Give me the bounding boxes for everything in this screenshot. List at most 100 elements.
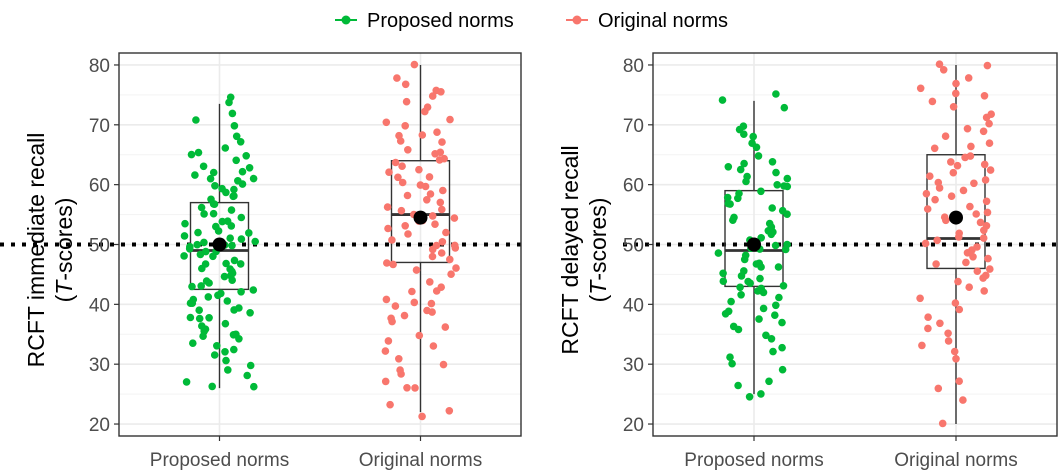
data-point bbox=[199, 162, 208, 171]
legend: Proposed norms Original norms bbox=[335, 10, 728, 32]
data-point bbox=[967, 142, 975, 151]
data-point bbox=[199, 332, 207, 341]
data-point bbox=[450, 214, 459, 222]
data-point bbox=[439, 360, 448, 369]
legend-key-point-original bbox=[572, 15, 582, 25]
data-point bbox=[924, 324, 932, 333]
data-point bbox=[386, 400, 394, 409]
data-point bbox=[230, 192, 238, 200]
data-point bbox=[182, 378, 191, 386]
data-point bbox=[200, 210, 208, 218]
data-point bbox=[433, 128, 441, 136]
y-axis-title-line1-immediate: RCFT immediate recall bbox=[23, 133, 49, 368]
data-point bbox=[431, 150, 439, 158]
data-point bbox=[749, 132, 757, 141]
data-point bbox=[206, 174, 215, 183]
data-point bbox=[438, 205, 446, 214]
data-point bbox=[181, 219, 189, 228]
data-point bbox=[756, 274, 764, 283]
data-point bbox=[452, 264, 460, 272]
data-point bbox=[397, 206, 406, 215]
data-point bbox=[441, 323, 450, 331]
data-point bbox=[438, 138, 446, 146]
data-point bbox=[400, 311, 409, 320]
y-tick-label: 80 bbox=[89, 56, 110, 77]
data-point bbox=[734, 194, 742, 203]
data-point bbox=[232, 132, 241, 141]
y-tick-label: 80 bbox=[623, 56, 644, 77]
y-axis-title-prefix: ( bbox=[585, 294, 611, 302]
data-point bbox=[428, 92, 437, 100]
data-point bbox=[221, 319, 230, 328]
data-point bbox=[965, 283, 973, 292]
data-point bbox=[236, 138, 245, 146]
data-point bbox=[778, 318, 786, 327]
data-point bbox=[429, 342, 438, 350]
data-point bbox=[221, 144, 230, 152]
y-tick-label: 50 bbox=[623, 236, 644, 257]
data-point bbox=[393, 74, 401, 82]
x-tick-label: Proposed norms bbox=[150, 450, 289, 471]
data-point bbox=[780, 103, 789, 112]
x-tick-label: Original norms bbox=[894, 450, 1018, 471]
data-point bbox=[431, 220, 439, 228]
data-point bbox=[983, 208, 992, 217]
data-point bbox=[191, 171, 199, 179]
data-point bbox=[984, 254, 992, 263]
data-point bbox=[230, 122, 239, 130]
data-point bbox=[223, 297, 232, 305]
data-point bbox=[180, 252, 188, 260]
data-point bbox=[938, 419, 947, 428]
data-point bbox=[916, 84, 925, 93]
data-point bbox=[772, 301, 780, 310]
data-point bbox=[932, 260, 940, 268]
y-tick-label: 30 bbox=[623, 355, 644, 376]
legend-label-original: Original norms bbox=[598, 10, 728, 32]
data-point bbox=[740, 159, 748, 168]
data-point bbox=[197, 203, 206, 212]
panel-border-immediate bbox=[118, 52, 522, 437]
data-point bbox=[249, 174, 258, 183]
data-point bbox=[196, 250, 205, 259]
data-point bbox=[401, 122, 410, 130]
data-point bbox=[955, 233, 963, 241]
data-point bbox=[222, 356, 230, 365]
data-point bbox=[401, 222, 410, 230]
data-point bbox=[972, 210, 980, 218]
data-point bbox=[381, 377, 390, 386]
data-point bbox=[962, 258, 970, 267]
data-point bbox=[726, 353, 734, 362]
data-point bbox=[983, 61, 992, 70]
data-point bbox=[923, 205, 932, 213]
data-point bbox=[397, 370, 405, 378]
box-iqr bbox=[390, 160, 451, 264]
data-point bbox=[724, 163, 733, 171]
data-point bbox=[773, 181, 781, 189]
data-point bbox=[415, 331, 424, 340]
data-point bbox=[772, 90, 780, 98]
data-point bbox=[195, 306, 203, 315]
data-point bbox=[944, 337, 953, 345]
data-point bbox=[237, 213, 246, 222]
mean-point bbox=[212, 237, 227, 252]
data-point bbox=[437, 249, 446, 257]
data-point bbox=[446, 115, 454, 124]
data-point bbox=[926, 172, 934, 180]
legend-key-point-proposed bbox=[341, 15, 351, 25]
data-point bbox=[180, 232, 189, 240]
data-point bbox=[395, 355, 403, 363]
data-point bbox=[762, 331, 770, 340]
y-axis-title-italic: T bbox=[51, 279, 77, 295]
y-tick-label: 20 bbox=[623, 415, 644, 436]
data-point bbox=[220, 272, 229, 281]
data-point bbox=[204, 293, 213, 301]
data-point bbox=[746, 279, 754, 288]
data-point bbox=[959, 396, 967, 404]
data-point bbox=[719, 277, 728, 286]
data-point bbox=[230, 345, 238, 354]
data-point bbox=[936, 319, 944, 328]
data-point bbox=[740, 130, 748, 138]
data-point bbox=[384, 337, 393, 345]
data-point bbox=[728, 359, 736, 368]
data-point bbox=[242, 152, 250, 160]
